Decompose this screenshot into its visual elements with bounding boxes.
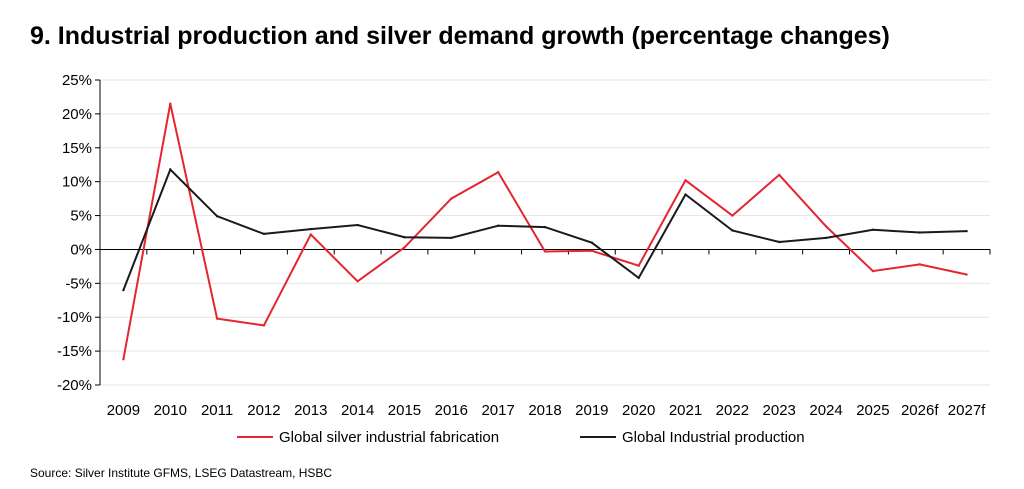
y-tick-label: -10% [57,309,92,326]
data-point [590,249,594,252]
chart-title: 9. Industrial production and silver dema… [30,22,890,50]
legend: Global silver industrial fabrication Glob… [237,429,805,446]
data-point [450,197,453,200]
x-tick-label: 2018 [528,402,561,419]
x-tick-label: 2017 [481,402,514,419]
data-point [403,246,406,249]
x-tick-label: 2020 [622,402,655,419]
data-point [215,215,219,218]
series-line-silver-fabrication [122,103,967,360]
data-point [169,168,172,171]
x-tick-label: 2011 [201,402,233,419]
data-point [309,233,312,236]
data-point [918,231,921,234]
axes: 25% 20% 15% 10% 5% 0% -5% -10% -15% -20% 2009 2010 2… [57,72,991,419]
data-point [965,273,968,276]
x-tick-label: 2025 [856,402,889,419]
data-point [637,264,640,267]
y-tick-label: 0% [70,241,92,258]
y-tick-label: 25% [62,72,92,89]
x-tick-label: 2013 [294,402,327,419]
data-point [778,173,781,177]
data-point [356,280,359,283]
x-tick-label: 2012 [247,402,280,419]
data-point [169,102,172,105]
data-point [356,223,359,227]
data-point [215,317,219,320]
x-tick-label: 2009 [107,402,140,419]
y-tick-label: -20% [57,377,92,394]
data-point [122,288,125,292]
x-tick-label: 2015 [388,402,421,419]
data-point [778,240,781,244]
series-lines [122,102,968,361]
x-tick-label: 2023 [763,402,796,419]
y-tick-label: 10% [62,174,92,191]
data-point [824,225,828,228]
y-tick-label: 5% [70,208,92,225]
x-tick-label: 2026f [901,402,939,419]
x-tick-label: 2021 [669,402,702,419]
x-tick-label: 2016 [435,402,468,419]
source-note: Source: Silver Institute GFMS, LSEG Data… [30,466,333,480]
data-point [590,241,594,244]
data-point [871,228,875,231]
data-point [262,232,266,236]
data-point [262,324,266,327]
x-tick-label: 2024 [809,402,842,419]
series-line-industrial-production [122,167,967,291]
y-tick-label: 20% [62,106,92,123]
data-point [122,358,125,361]
legend-label: Global silver industrial fabrication [279,429,499,446]
data-point [543,250,547,253]
gridlines [100,79,990,386]
legend-label: Global Industrial production [622,429,805,446]
data-point [731,229,734,232]
data-point [637,276,640,280]
y-tick-label: -15% [57,343,92,360]
data-point [496,170,500,174]
x-tick-label: 2027f [948,402,986,419]
data-point [824,236,828,240]
data-point [543,225,547,229]
data-point [871,269,875,273]
x-tick-label: 2022 [716,402,749,419]
data-point [684,179,687,182]
data-point [684,193,687,196]
y-tick-label: 15% [62,140,92,157]
data-point [309,227,312,231]
data-point [918,263,921,266]
x-tick-label: 2010 [154,402,187,419]
x-tick-label: 2019 [575,402,608,419]
x-tick-label: 2014 [341,402,374,419]
data-point [965,229,968,233]
data-point [450,236,453,240]
y-tick-label: -5% [65,275,92,292]
data-point [731,214,734,217]
data-point [496,224,500,227]
data-point [403,236,406,239]
